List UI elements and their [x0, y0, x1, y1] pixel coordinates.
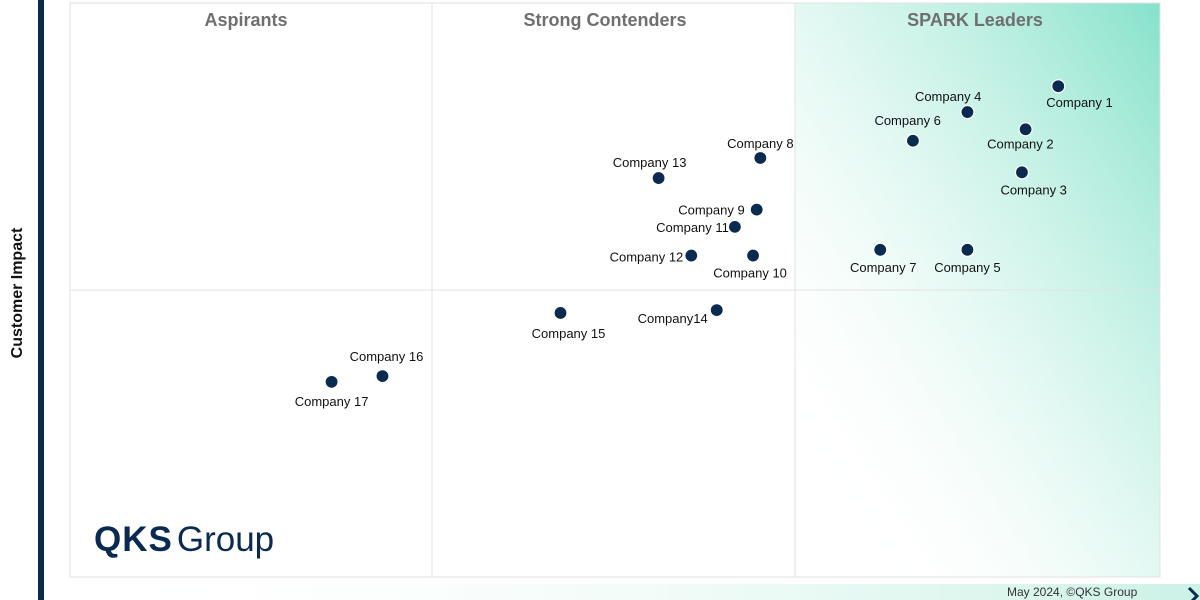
- point-company-11: [727, 219, 743, 234]
- point-label-company-12: Company 12: [610, 250, 684, 265]
- point-company-8: [753, 150, 768, 166]
- data-points: Company 1 Company 2 Company 3 Company 4 Comp…: [295, 79, 1113, 409]
- point-company-13: [651, 170, 666, 186]
- bottom-glow: [70, 584, 1200, 600]
- point-company-3: [1014, 165, 1030, 180]
- point-company-2: [1018, 122, 1033, 137]
- point-company-9: [749, 202, 764, 217]
- point-company-17: [324, 374, 339, 389]
- point-label-company-15: Company 15: [532, 326, 606, 341]
- point-label-company-10: Company 10: [713, 266, 787, 281]
- footer-credit: May 2024, ©QKS Group: [1007, 585, 1138, 599]
- point-label-company-13: Company 13: [613, 155, 687, 170]
- point-company-6: [905, 133, 921, 148]
- point-label-company-5: Company 5: [934, 260, 1000, 275]
- point-label-company-9: Company 9: [678, 203, 744, 218]
- point-label-company-11: Company 11: [656, 220, 729, 235]
- point-label-company-17: Company 17: [295, 394, 369, 409]
- point-company-15: [553, 305, 568, 321]
- point-label-company-7: Company 7: [850, 260, 916, 275]
- point-label-company-4: Company 4: [915, 89, 981, 104]
- point-company-4: [960, 104, 975, 120]
- point-company-12: [684, 248, 699, 263]
- point-label-company-16: Company 16: [350, 349, 424, 364]
- point-label-company-8: Company 8: [727, 136, 793, 151]
- point-label-company-3: Company 3: [1000, 182, 1066, 197]
- point-company-5: [960, 242, 975, 257]
- point-company14: [709, 302, 724, 318]
- quadrant-title-strong-contenders: Strong Contenders: [523, 10, 686, 30]
- point-company-7: [873, 242, 888, 257]
- logo-text-regular: Group: [176, 520, 275, 559]
- point-label-company14: Company14: [638, 311, 708, 326]
- point-label-company-6: Company 6: [874, 113, 940, 128]
- point-label-company-1: Company 1: [1046, 95, 1112, 110]
- point-company-1: [1051, 79, 1066, 94]
- chevron-right-icon: [1187, 586, 1200, 600]
- point-company-10: [745, 248, 761, 263]
- point-company-16: [375, 369, 390, 384]
- quadrant-title-aspirants: Aspirants: [204, 10, 287, 30]
- qks-group-logo: QKS Group: [94, 520, 274, 560]
- y-axis-bar: [38, 0, 44, 600]
- logo-text-bold: QKS: [94, 520, 173, 559]
- quadrant-title-spark-leaders: SPARK Leaders: [907, 10, 1043, 30]
- point-label-company-2: Company 2: [987, 136, 1053, 151]
